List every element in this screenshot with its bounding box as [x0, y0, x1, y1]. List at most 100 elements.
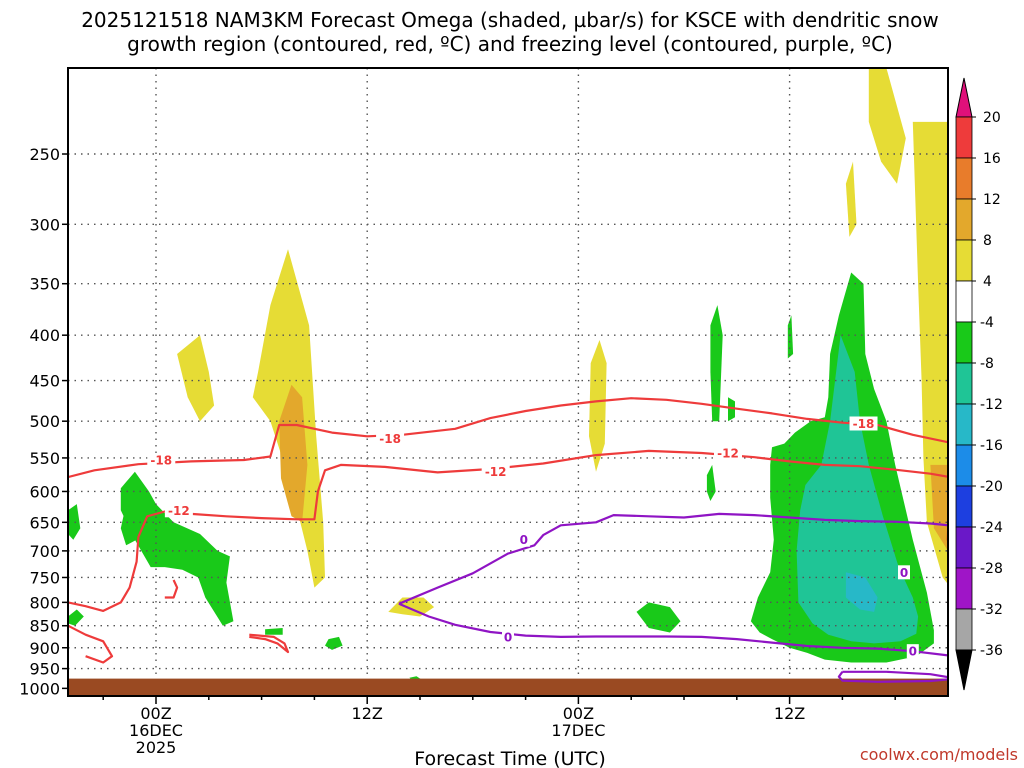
colorbar-bin: [955, 444, 973, 487]
omega-region: [279, 384, 308, 523]
contour-label-bg: [147, 453, 176, 468]
terrain-fill: [68, 678, 948, 696]
x-axis-label: Forecast Time (UTC): [414, 748, 605, 768]
contour-label-bg: [714, 445, 742, 460]
colorbar-tick-label: 8: [983, 233, 992, 249]
y-tick-label: 950: [29, 660, 60, 679]
omega-region: [68, 609, 84, 626]
colorbar-tick-label: -20: [980, 479, 1003, 495]
x-tick-label: 00Z: [563, 704, 594, 723]
contour-label: 0: [909, 645, 917, 659]
omega-region: [710, 305, 723, 422]
contour-label-bg: [849, 416, 878, 431]
colorbar-bin: [955, 485, 973, 528]
x-tick-label: 16DEC: [129, 721, 183, 740]
dendritic-contour: [68, 397, 948, 479]
omega-region: [265, 628, 283, 635]
omega-region: [325, 636, 343, 650]
colorbar-tick-label: 20: [983, 110, 1001, 126]
x-tick-label: 2025: [136, 738, 177, 757]
freezing-contour: [837, 670, 948, 683]
contour-label: 0: [504, 630, 512, 644]
credit-text: coolwx.com/models: [860, 745, 1018, 764]
dendritic-contour: [164, 579, 179, 599]
x-tick-label: 17DEC: [551, 721, 605, 740]
x-tick-label: 12Z: [774, 704, 805, 723]
y-tick-label: 700: [29, 542, 60, 561]
colorbar-tick-label: 12: [983, 192, 1001, 208]
colorbar-bin: [955, 567, 973, 610]
colorbar-bin: [955, 321, 973, 364]
omega-region: [68, 504, 81, 540]
y-axis: 250 300 350 400 450 500 550 600 650 700 750 800 850 9…: [19, 145, 68, 698]
colorbar-tick-label: -36: [980, 643, 1003, 659]
y-tick-label: 350: [29, 275, 60, 294]
y-tick-label: 850: [29, 617, 60, 636]
omega-region: [845, 161, 857, 237]
colorbar-tick-label: 16: [983, 151, 1001, 167]
y-tick-label: 550: [29, 449, 60, 468]
contour-label-bg: [906, 644, 919, 659]
omega-region: [388, 597, 435, 617]
dendritic-contour: [68, 449, 948, 613]
omega-region: [969, 224, 1024, 458]
omega-region: [845, 572, 878, 612]
contour-label-bg: [376, 431, 405, 446]
title-line-1: 2025121518 NAM3KM Forecast Omega (shaded…: [81, 8, 939, 32]
colorbar-bin: [955, 403, 973, 446]
contour-label: -18: [853, 417, 875, 431]
colorbar-bin: [955, 239, 973, 282]
y-tick-label: 900: [29, 639, 60, 658]
contour-label-bg: [517, 532, 530, 547]
colorbar-bin: [955, 362, 973, 405]
y-tick-label: 650: [29, 513, 60, 532]
colorbar-bin: [955, 116, 973, 159]
contour-label: 0: [520, 533, 528, 547]
y-tick-label: 750: [29, 568, 60, 587]
colorbar-tick-label: -12: [980, 397, 1003, 413]
omega-region: [930, 464, 948, 551]
contour-label-bg: [502, 629, 514, 644]
colorbar-tick-label: -24: [980, 520, 1003, 536]
omega-region: [706, 464, 716, 501]
colorbar-bin: [955, 198, 973, 241]
contour-label: -18: [150, 454, 172, 468]
y-tick-label: 600: [29, 482, 60, 501]
freezing-contour: [398, 512, 948, 605]
y-tick-label: 800: [29, 593, 60, 612]
colorbar-tick-label: -4: [980, 315, 994, 331]
y-tick-label: 250: [29, 145, 60, 164]
colorbar-bin: [955, 526, 973, 569]
omega-region: [728, 397, 735, 422]
x-tick-label: 12Z: [352, 704, 383, 723]
chart-title: 2025121518 NAM3KM Forecast Omega (shaded…: [81, 8, 939, 56]
y-tick-label: 450: [29, 372, 60, 391]
plot-area: -18 -12 -18 -12 -12 -18 0 0 0 0: [67, 67, 1024, 697]
contour-label: -12: [485, 465, 507, 479]
contour-label: -18: [379, 432, 401, 446]
contour-label-bg: [898, 565, 910, 580]
contour-label-bg: [164, 503, 193, 518]
colorbar-tick-label: -8: [980, 356, 994, 372]
contour-label: 0: [900, 566, 908, 580]
omega-region: [868, 68, 906, 184]
colorbar-arrow-top: [955, 77, 973, 118]
colorbar-tick-label: 4: [983, 274, 992, 290]
omega-region: [589, 340, 607, 472]
contour-label: -12: [168, 504, 190, 518]
y-tick-label: 500: [29, 412, 60, 431]
contour-label-bg: [481, 464, 510, 479]
colorbar-bin: [955, 280, 973, 323]
colorbar-bin: [955, 608, 973, 651]
omega-region: [787, 315, 794, 359]
omega-region: [177, 335, 215, 422]
omega-region: [120, 471, 234, 626]
colorbar-tick-label: -16: [980, 438, 1003, 454]
colorbar-arrow-bottom: [955, 649, 973, 691]
contour-label: -12: [717, 446, 739, 460]
omega-region: [636, 602, 681, 633]
plot-content: -18 -12 -18 -12 -12 -18 0 0 0 0: [68, 68, 1024, 696]
y-tick-label: 1000: [19, 679, 60, 698]
